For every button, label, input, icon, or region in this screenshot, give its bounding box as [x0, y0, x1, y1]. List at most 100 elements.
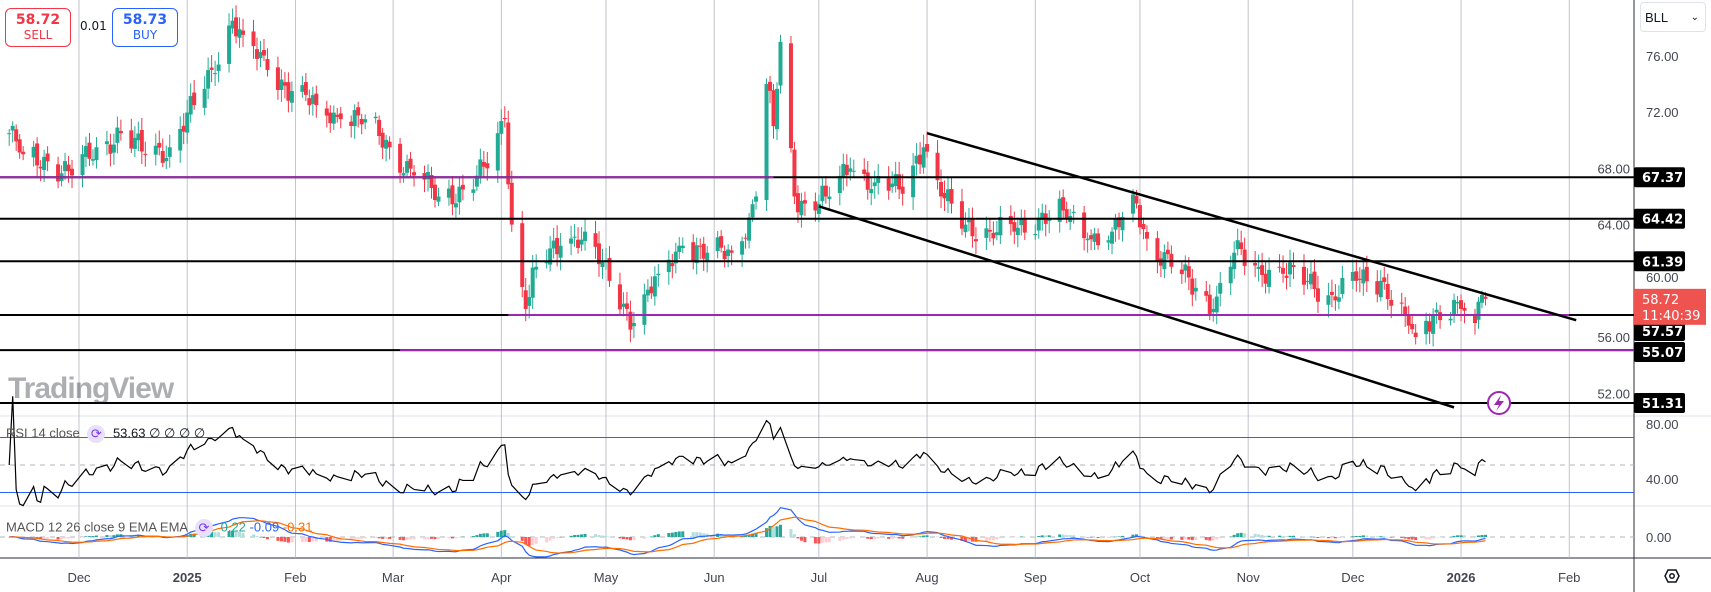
candle-body [118, 131, 123, 134]
candle-body [1120, 216, 1125, 231]
macd-hist-bar [217, 532, 221, 537]
candle [548, 235, 553, 272]
candle-body [1130, 194, 1135, 214]
candle-body [275, 67, 280, 90]
candle-body [80, 154, 85, 176]
buy-button[interactable]: 58.73 BUY [112, 8, 178, 47]
candle-body [115, 127, 120, 143]
candle [1357, 267, 1362, 293]
channel-trendline [926, 132, 1577, 322]
candle-body [642, 294, 647, 325]
candle-body [310, 95, 315, 104]
candle-body [153, 145, 158, 155]
candle [959, 188, 964, 236]
macd-hist-bar [1480, 534, 1484, 537]
macd-hist-bar [210, 531, 214, 537]
rsi-legend[interactable]: RSI 14 close ⟳ 53.63 ∅ ∅ ∅ ∅ [6, 425, 205, 443]
candle-body [621, 303, 626, 307]
macd-hist-bar [984, 537, 988, 542]
macd-hist-bar [423, 537, 427, 540]
macd-hist-bar [988, 537, 992, 541]
candle-body [384, 139, 389, 149]
candle-body [408, 158, 413, 169]
candle-body [216, 64, 221, 71]
macd-hist-bar [1215, 537, 1219, 540]
macd-hist-bar [1285, 536, 1289, 537]
time-label: Apr [491, 570, 512, 585]
candle [722, 245, 727, 268]
macd-hist-bar [642, 537, 646, 539]
macd-hist-bar [1218, 537, 1222, 539]
macd-hist-bar [1033, 536, 1037, 538]
candle [1284, 263, 1289, 290]
candle [1312, 259, 1317, 298]
macd-hist-bar [799, 537, 803, 541]
candle [457, 176, 462, 215]
candle [827, 186, 832, 210]
refresh-icon[interactable]: ⟳ [194, 519, 213, 537]
price-tick: 72.00 [1646, 105, 1679, 120]
candle-body [1312, 271, 1317, 290]
candle [1096, 228, 1101, 250]
macd-hist-bar [1452, 535, 1456, 537]
macd-hist-bar [136, 535, 140, 537]
candle-body [764, 83, 769, 200]
candle [1061, 189, 1066, 219]
candle-body [551, 240, 556, 249]
candle-body [42, 156, 47, 170]
candle-body [984, 228, 989, 238]
candle [230, 8, 235, 34]
macd-hist-bar [241, 532, 245, 537]
lightning-icon[interactable] [1487, 391, 1511, 415]
chevron-down-icon: ⌄ [1690, 12, 1699, 23]
candle-body [1061, 197, 1066, 211]
sell-button[interactable]: 58.72 SELL [5, 8, 71, 47]
candle-body [1204, 291, 1209, 296]
candle [1305, 268, 1310, 290]
candle-body [802, 200, 807, 204]
candle [227, 13, 232, 73]
macd-legend[interactable]: MACD 12 26 close 9 EMA EMA ⟳ 0.22 -0.09 … [6, 519, 312, 537]
candle-body [813, 201, 818, 211]
candle-body [1047, 218, 1052, 221]
candle-body [1239, 242, 1244, 250]
candle [942, 180, 947, 211]
candle-body [970, 219, 975, 237]
candle [1141, 217, 1146, 240]
candle-body [722, 250, 727, 260]
candle-body [607, 257, 612, 281]
macd-hist-bar [496, 531, 500, 537]
candle-body [373, 116, 378, 119]
settings-icon[interactable] [1664, 569, 1680, 583]
level-price-tag [1634, 342, 1685, 362]
time-label: Dec [1341, 570, 1365, 585]
macd-hist-bar [1236, 533, 1240, 537]
candle [1008, 205, 1013, 236]
candle [572, 224, 577, 247]
candle-body [286, 82, 291, 101]
candle-body [1354, 271, 1359, 281]
candle-body [1382, 277, 1387, 282]
candle [324, 100, 329, 128]
macd-hist-bar [80, 537, 84, 538]
candle [118, 119, 123, 141]
candle-body [1403, 306, 1408, 316]
candle [1057, 190, 1062, 233]
candle-body [925, 144, 930, 152]
candle-body [1134, 195, 1139, 204]
macd-hist-bar [1358, 535, 1362, 537]
refresh-icon[interactable]: ⟳ [87, 425, 106, 443]
macd-hist-bar [363, 537, 367, 539]
candle [600, 248, 605, 279]
candle-body [949, 189, 954, 204]
candle-body [1462, 307, 1467, 311]
candle-body [261, 50, 266, 56]
candle [918, 142, 923, 174]
price-tick: 64.00 [1597, 218, 1630, 233]
macd-hist-bar [1180, 537, 1184, 540]
candle [823, 175, 828, 204]
candle [1399, 292, 1404, 316]
candle-body [1364, 266, 1369, 282]
symbol-selector[interactable]: BLL ⌄ [1640, 2, 1706, 32]
